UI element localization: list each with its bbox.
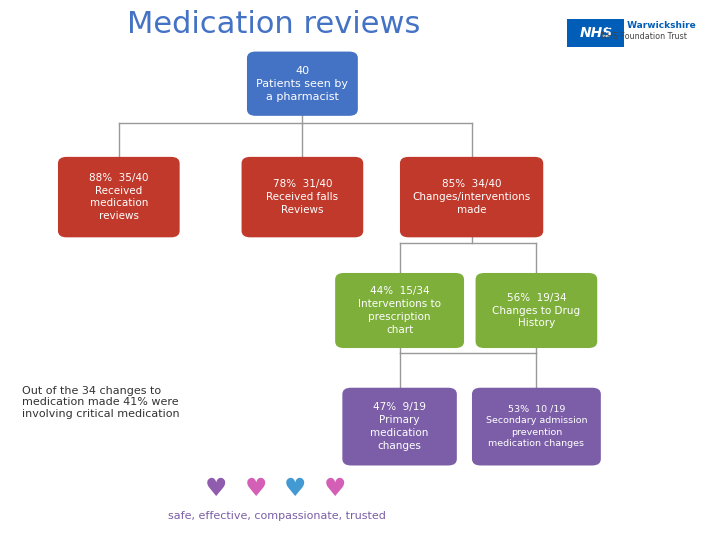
Text: 85%  34/40
Changes/interventions
made: 85% 34/40 Changes/interventions made [413,179,531,215]
FancyBboxPatch shape [400,157,544,238]
FancyBboxPatch shape [336,273,464,348]
FancyBboxPatch shape [241,157,363,238]
FancyBboxPatch shape [58,157,180,238]
Text: 47%  9/19
Primary
medication
changes: 47% 9/19 Primary medication changes [370,402,429,451]
Text: ♥: ♥ [204,477,228,501]
Text: safe, effective, compassionate, trusted: safe, effective, compassionate, trusted [168,511,386,521]
FancyBboxPatch shape [567,19,624,47]
FancyBboxPatch shape [343,388,457,465]
Text: Out of the 34 changes to
medication made 41% were
involving critical medication: Out of the 34 changes to medication made… [22,386,179,419]
Text: 88%  35/40
Received
medication
reviews: 88% 35/40 Received medication reviews [89,173,148,221]
Text: NHS: NHS [580,26,613,40]
Text: 53%  10 /19
Secondary admission
prevention
medication changes: 53% 10 /19 Secondary admission preventio… [486,405,587,448]
FancyBboxPatch shape [472,388,601,465]
Text: 44%  15/34
Interventions to
prescription
chart: 44% 15/34 Interventions to prescription … [358,286,441,335]
Text: 78%  31/40
Received falls
Reviews: 78% 31/40 Received falls Reviews [266,179,338,215]
Text: 56%  19/34
Changes to Drug
History: 56% 19/34 Changes to Drug History [492,293,580,328]
Text: South Warwickshire: South Warwickshire [593,22,696,30]
Text: ♥: ♥ [284,477,307,501]
Text: ♥: ♥ [323,477,346,501]
Text: Medication reviews: Medication reviews [127,10,420,39]
FancyBboxPatch shape [475,273,597,348]
Text: ♥: ♥ [244,477,267,501]
Text: NHS Foundation Trust: NHS Foundation Trust [601,32,688,40]
Text: 40
Patients seen by
a pharmacist: 40 Patients seen by a pharmacist [256,66,348,102]
FancyBboxPatch shape [247,51,358,116]
